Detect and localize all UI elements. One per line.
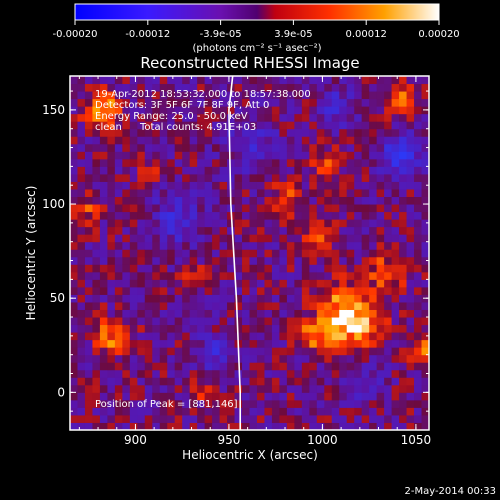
y-tick-label: 150 [42,103,65,117]
x-tick-label: 1050 [401,433,432,447]
footer-date: 2-May-2014 00:33 [404,486,496,497]
plot-frame [69,75,430,431]
chart-title: Reconstructed RHESSI Image [140,54,359,72]
annotation-time-range: 19-Apr-2012 18:53:32.000 to 18:57:38.000 [95,89,311,100]
y-axis-label: Heliocentric Y (arcsec) [24,186,38,321]
y-tick-label: 100 [42,197,65,211]
colorbar-tick-label: 3.9e-05 [274,29,312,40]
colorbar-tick-label: 0.00012 [346,29,387,40]
colorbar-tick-label: -0.00020 [53,29,98,40]
y-tick-label: 50 [50,291,65,305]
x-tick-label: 950 [217,433,240,447]
annotation-peak-position: Position of Peak = [881,146] [95,399,238,410]
colorbar-tick-label: 0.00020 [418,29,459,40]
colorbar-tick-label: -0.00012 [125,29,170,40]
annotation-energy-range: Energy Range: 25.0 - 50.0 keV [95,111,248,122]
annotation-total-counts: Total counts: 4.91E+03 [139,122,256,133]
colorbar [74,3,440,21]
y-tick-label: 0 [57,385,65,399]
heatmap-image [70,76,429,430]
annotation-detectors: Detectors: 3F 5F 6F 7F 8F 9F, Att 0 [95,100,269,111]
solar-limb-curve [228,76,241,430]
annotation-method: clean [95,122,122,133]
x-axis-label: Heliocentric X (arcsec) [182,448,318,462]
colorbar-unit-label: (photons cm⁻² s⁻¹ asec⁻²) [192,43,321,54]
colorbar-tick-label: -3.9e-05 [200,29,242,40]
x-tick-label: 1000 [307,433,338,447]
x-tick-label: 900 [124,433,147,447]
